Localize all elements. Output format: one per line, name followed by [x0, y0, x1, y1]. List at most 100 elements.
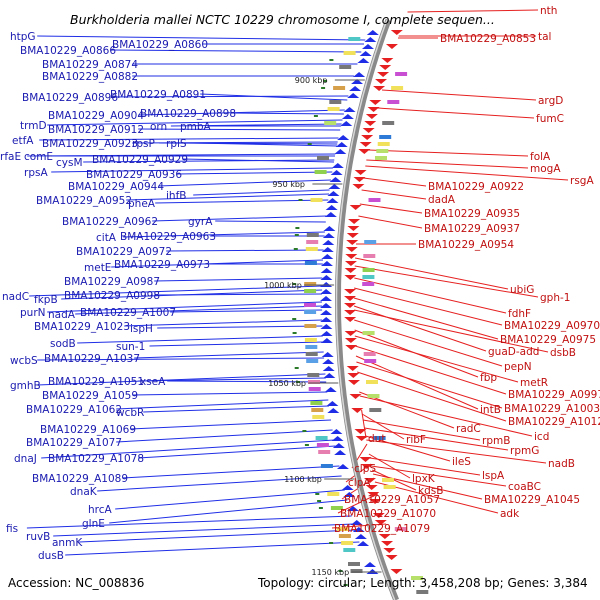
label-connector	[371, 469, 417, 491]
label-connector	[159, 142, 338, 145]
reverse-feature-block	[376, 149, 389, 153]
reverse-feature-block	[379, 135, 392, 139]
gene-label: pheA	[128, 198, 156, 210]
gene-label: icd	[534, 431, 549, 443]
forward-gene-arrow	[320, 275, 333, 280]
gene-label: intB	[480, 404, 501, 416]
label-connector	[353, 287, 503, 326]
reverse-feature-block	[395, 72, 408, 76]
forward-feature-block	[305, 247, 318, 251]
label-connector	[353, 309, 549, 353]
forward-gene-arrow	[343, 107, 356, 112]
label-connector	[200, 93, 348, 101]
reverse-gene-arrow	[353, 177, 366, 182]
feature-dot	[294, 367, 299, 369]
gene-label: fumC	[536, 113, 564, 125]
reverse-feature-block	[416, 590, 429, 594]
label-connector	[29, 285, 323, 297]
gene-label: BMA10229_A0929	[92, 154, 188, 166]
reverse-gene-arrow	[344, 289, 357, 294]
gene-label: nadC	[2, 291, 29, 303]
label-connector	[230, 112, 344, 115]
label-connector	[354, 265, 539, 298]
forward-feature-block	[310, 401, 323, 405]
gene-label: rplS	[166, 138, 187, 150]
forward-gene-arrow	[334, 149, 347, 154]
forward-gene-arrow	[366, 30, 379, 35]
feature-dot	[296, 381, 300, 383]
feature-dot	[292, 318, 297, 320]
label-connector	[354, 277, 507, 314]
forward-gene-arrow	[346, 506, 359, 511]
gene-label: fdhF	[508, 308, 531, 320]
position-tick-label: 1100 kbp	[284, 475, 322, 484]
forward-feature-block	[341, 541, 354, 545]
feature-dot	[329, 542, 334, 544]
label-connector	[362, 419, 481, 441]
reverse-gene-arrow	[362, 128, 375, 133]
label-connector	[355, 257, 509, 290]
reverse-gene-arrow	[349, 205, 362, 210]
label-connector	[115, 489, 345, 510]
forward-feature-block	[329, 100, 342, 104]
forward-gene-arrow	[357, 58, 370, 63]
forward-feature-block	[324, 121, 337, 125]
feature-dot	[292, 332, 297, 334]
gene-label: BMA10229_A0998	[64, 290, 160, 302]
gene-label: BMA10229_A1023	[34, 321, 130, 333]
forward-feature-block	[343, 51, 356, 55]
reverse-gene-arrow	[364, 478, 377, 483]
reverse-gene-arrow	[377, 72, 390, 77]
gene-label: BMA10229_A0954	[418, 239, 514, 251]
gene-label: nth	[540, 5, 557, 17]
gene-label: etfA	[12, 135, 34, 147]
reverse-feature-block	[364, 359, 377, 363]
forward-gene-arrow	[364, 37, 377, 42]
forward-gene-arrow	[322, 240, 335, 245]
reverse-feature-block	[369, 408, 382, 412]
forward-feature-block	[304, 324, 317, 328]
reverse-feature-block	[373, 436, 386, 440]
reverse-gene-arrow	[345, 254, 358, 259]
forward-feature-block	[314, 170, 327, 174]
gene-label: pepN	[504, 361, 532, 373]
position-ticks: 900 kbp 950 kbp 1000 kbp 1050 kbp 1100 kbp 11…	[264, 76, 382, 577]
feature-dot	[307, 143, 312, 145]
forward-feature-block	[305, 345, 318, 349]
forward-gene-arrow	[323, 226, 336, 231]
label-connector	[37, 373, 326, 386]
map-title: Burkholderia mallei NCTC 10229 chromosom…	[70, 12, 495, 27]
reverse-gene-arrow	[385, 555, 398, 560]
gene-label: BMA10229_A1003	[504, 403, 600, 415]
gene-label: BMA10229_A0860	[112, 39, 208, 51]
gene-label: rsgA	[570, 175, 594, 187]
gene-label: kdsB	[418, 485, 443, 497]
forward-feature-block	[327, 107, 340, 111]
reverse-gene-arrow	[361, 135, 374, 140]
reverse-gene-arrow	[354, 170, 367, 175]
gene-label: BMA10229_A1069	[40, 424, 136, 436]
forward-gene-arrow	[332, 443, 345, 448]
gene-label: nadA	[48, 309, 76, 321]
forward-gene-arrow	[337, 135, 350, 140]
feature-dot	[292, 283, 297, 285]
reverse-gene-arrow	[374, 520, 387, 525]
label-connector	[79, 529, 356, 543]
feature-dot	[313, 115, 318, 117]
gene-label: gyrA	[188, 216, 213, 228]
gene-label: lspA	[482, 470, 505, 482]
label-connector	[124, 319, 323, 327]
feature-dot	[329, 59, 334, 61]
gene-label: fkpB	[34, 294, 58, 306]
gene-label: radC	[456, 423, 481, 435]
gene-label: BMA10229_A0891	[110, 89, 206, 101]
forward-feature-block	[316, 443, 329, 447]
gene-label: BMA10229_A1037	[44, 353, 140, 365]
label-connector	[123, 231, 325, 238]
label-connector	[363, 177, 427, 187]
gene-label: BMA10229_A0896	[22, 92, 118, 104]
forward-gene-arrow	[352, 527, 365, 532]
forward-feature-block	[333, 86, 346, 90]
reverse-gene-arrow	[359, 457, 372, 462]
